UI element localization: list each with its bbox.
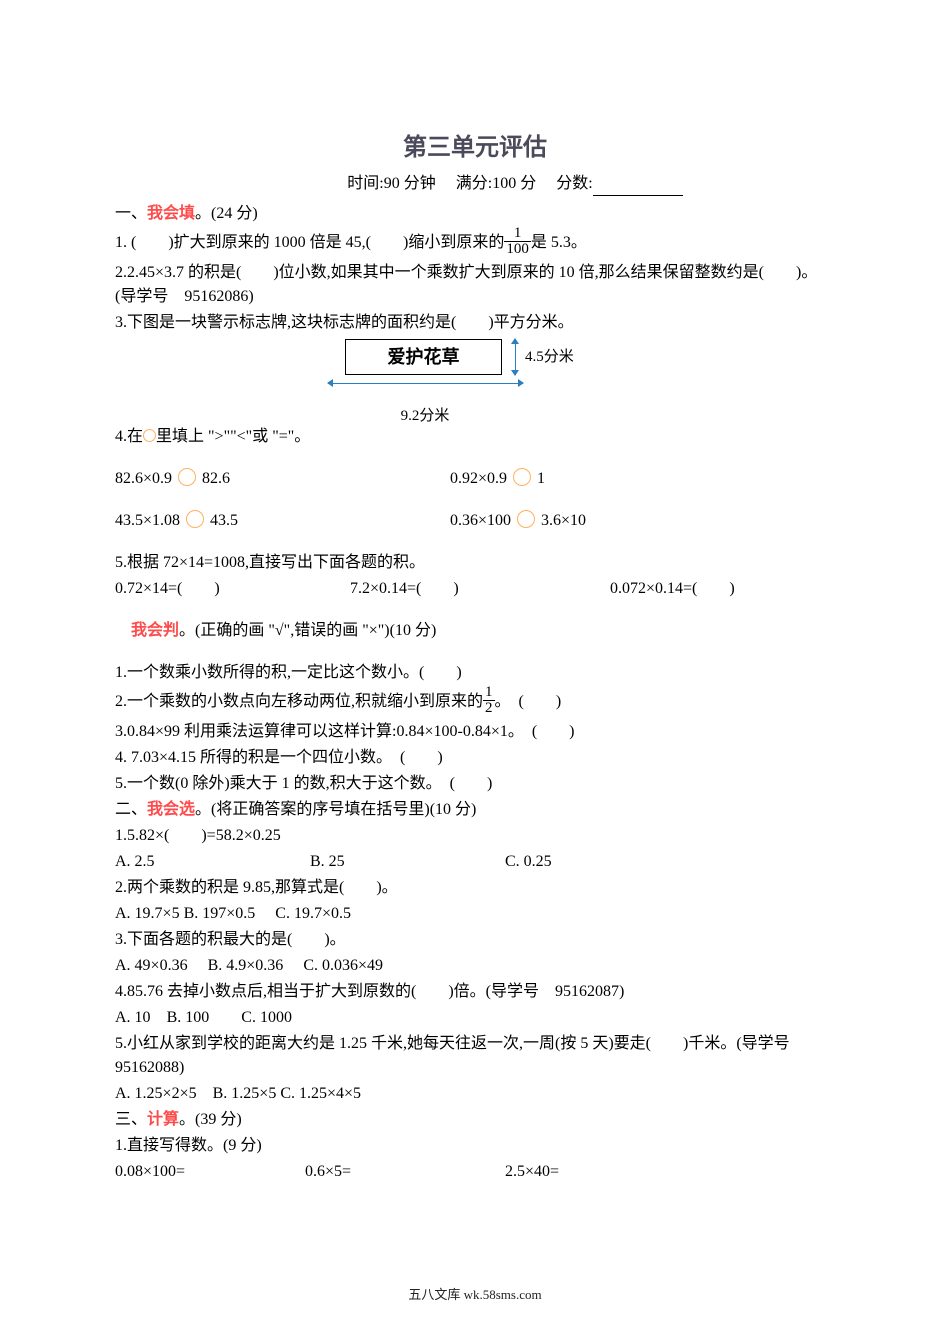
judge-label: 我会判	[131, 622, 179, 639]
mc-q3: 3.下面各题的积最大的是( )。	[115, 928, 835, 952]
calc-c: 2.5×40=	[505, 1160, 835, 1184]
v-arrow-icon	[511, 339, 521, 375]
section-1-heading: 一、我会填。(24 分)	[115, 202, 835, 226]
judge-q1: 1.一个数乘小数所得的积,一定比这个数小。( )	[115, 661, 835, 685]
mc-q2-b: B. 197×0.5	[184, 905, 256, 922]
circle-icon	[143, 429, 156, 442]
cmp-row-1: 82.6×0.9 82.6 0.92×0.9 1	[115, 467, 835, 491]
mc-q1-a: A. 2.5	[115, 850, 310, 874]
page-title: 第三单元评估	[115, 130, 835, 166]
mc-q5-opts: A. 1.25×2×5 B. 1.25×5 C. 1.25×4×5	[115, 1082, 835, 1106]
sec2-pre: 二、	[115, 801, 147, 818]
section-3-heading: 三、计算。(39 分)	[115, 1108, 835, 1132]
q1-3: 3.下图是一块警示标志牌,这块标志牌的面积约是( )平方分米。	[115, 311, 835, 335]
dim-width: 9.2分米	[325, 379, 525, 412]
blank-circle[interactable]	[186, 510, 204, 528]
sec3-pre: 三、	[115, 1111, 147, 1128]
mc-q5-b: B. 1.25×5	[213, 1085, 277, 1102]
fraction-1-100: 1100	[504, 226, 531, 257]
mc-q4-a: A. 10	[115, 1009, 151, 1026]
q1-5-b: 7.2×0.14=( )	[350, 577, 610, 601]
cmp-row-2: 43.5×1.08 43.5 0.36×100 3.6×10	[115, 509, 835, 533]
h-arrow-icon	[328, 379, 523, 389]
section-judge-heading: 我会判。(正确的画 "√",错误的画 "×")(10 分)	[115, 619, 835, 643]
sec3-label: 计算	[147, 1111, 179, 1128]
q1-1-b: 是 5.3。	[531, 234, 587, 251]
time-label: 时间:90 分钟	[347, 175, 435, 192]
footer-text: 五八文库 wk.58sms.com	[0, 1285, 950, 1305]
q1-1: 1. ( )扩大到原来的 1000 倍是 45,( )缩小到原来的1100是 5…	[115, 228, 835, 259]
sign-rect: 爱护花草	[345, 339, 502, 375]
mc-q1-b: B. 25	[310, 850, 505, 874]
calc-b: 0.6×5=	[305, 1160, 505, 1184]
mc-q1-c: C. 0.25	[505, 850, 835, 874]
mc-q5-c: C. 1.25×4×5	[280, 1085, 361, 1102]
dim-height-label: 4.5分米	[525, 346, 574, 369]
q1-4-a: 4.在	[115, 428, 143, 445]
mc-q3-a: A. 49×0.36	[115, 957, 188, 974]
sec3-points: 。(39 分)	[179, 1111, 242, 1128]
mc-q2-a: A. 19.7×5	[115, 905, 180, 922]
cmp-1b: 0.92×0.9 1	[450, 467, 835, 491]
mc-q5-a: A. 1.25×2×5	[115, 1085, 197, 1102]
cmp-1a: 82.6×0.9 82.6	[115, 467, 450, 491]
sec1-points: 。(24 分)	[195, 205, 258, 222]
mc-q5: 5.小红从家到学校的距离大约是 1.25 千米,她每天往返一次,一周(按 5 天…	[115, 1032, 835, 1080]
mc-q4-c: C. 1000	[241, 1009, 292, 1026]
cmp-2b: 0.36×100 3.6×10	[450, 509, 835, 533]
judge-q4: 4. 7.03×4.15 所得的积是一个四位小数。 ( )	[115, 746, 835, 770]
mc-q1: 1.5.82×( )=58.2×0.25	[115, 824, 835, 848]
mc-q4: 4.85.76 去掉小数点后,相当于扩大到原数的( )倍。(导学号 951620…	[115, 980, 835, 1004]
judge-q2-b: 。 ( )	[495, 693, 562, 710]
q1-5-a: 0.72×14=( )	[115, 577, 350, 601]
dim-height: 4.5分米	[511, 339, 574, 375]
q1-5-items: 0.72×14=( ) 7.2×0.14=( ) 0.072×0.14=( )	[115, 577, 835, 601]
blank-circle[interactable]	[517, 510, 535, 528]
q1-5-c: 0.072×0.14=( )	[610, 577, 835, 601]
sec1-label: 我会填	[147, 205, 195, 222]
score-blank[interactable]	[593, 179, 683, 196]
mc-q2-opts: A. 19.7×5 B. 197×0.5 C. 19.7×0.5	[115, 902, 835, 926]
mc-q2: 2.两个乘数的积是 9.85,那算式是( )。	[115, 876, 835, 900]
calc-row: 0.08×100= 0.6×5= 2.5×40=	[115, 1160, 835, 1184]
sec2-label: 我会选	[147, 801, 195, 818]
sec1-pre: 一、	[115, 205, 147, 222]
q1-5-prompt: 5.根据 72×14=1008,直接写出下面各题的积。	[115, 551, 835, 575]
q1-1-a: 1. ( )扩大到原来的 1000 倍是 45,( )缩小到原来的	[115, 234, 504, 251]
judge-q5: 5.一个数(0 除外)乘大于 1 的数,积大于这个数。 ( )	[115, 772, 835, 796]
mc-q1-opts: A. 2.5 B. 25 C. 0.25	[115, 850, 835, 874]
calc-a: 0.08×100=	[115, 1160, 305, 1184]
mc-q3-b: B. 4.9×0.36	[208, 957, 284, 974]
sign-figure: 爱护花草 4.5分米 9.2分米	[345, 339, 605, 417]
q1-2: 2.2.45×3.7 的积是( )位小数,如果其中一个乘数扩大到原来的 10 倍…	[115, 261, 835, 309]
sec2-points: 。(将正确答案的序号填在括号里)(10 分)	[195, 801, 476, 818]
mc-q2-c: C. 19.7×0.5	[275, 905, 351, 922]
cmp-2a: 43.5×1.08 43.5	[115, 509, 450, 533]
blank-circle[interactable]	[513, 468, 531, 486]
score-label: 分数:	[556, 175, 592, 192]
dim-width-label: 9.2分米	[401, 405, 450, 428]
section-2-heading: 二、我会选。(将正确答案的序号填在括号里)(10 分)	[115, 798, 835, 822]
mc-q4-opts: A. 10 B. 100 C. 1000	[115, 1006, 835, 1030]
judge-points: 。(正确的画 "√",错误的画 "×")(10 分)	[179, 622, 436, 639]
judge-q2-a: 2.一个乘数的小数点向左移动两位,积就缩小到原来的	[115, 693, 483, 710]
judge-q3: 3.0.84×99 利用乘法运算律可以这样计算:0.84×100-0.84×1。…	[115, 720, 835, 744]
page: 第三单元评估 时间:90 分钟 满分:100 分 分数: 一、我会填。(24 分…	[0, 0, 950, 1344]
mc-q4-b: B. 100	[167, 1009, 210, 1026]
full-score-label: 满分:100 分	[456, 175, 536, 192]
blank-circle[interactable]	[178, 468, 196, 486]
q1-4-b: 里填上 ">""<"或 "="。	[156, 428, 310, 445]
mc-q3-opts: A. 49×0.36 B. 4.9×0.36 C. 0.036×49	[115, 954, 835, 978]
fraction-1-2: 12	[483, 685, 495, 716]
meta-line: 时间:90 分钟 满分:100 分 分数:	[195, 172, 835, 196]
judge-q2: 2.一个乘数的小数点向左移动两位,积就缩小到原来的12。 ( )	[115, 687, 835, 718]
q1-4-prompt: 4.在里填上 ">""<"或 "="。	[115, 425, 835, 449]
mc-q3-c: C. 0.036×49	[303, 957, 383, 974]
calc-q1: 1.直接写得数。(9 分)	[115, 1134, 835, 1158]
